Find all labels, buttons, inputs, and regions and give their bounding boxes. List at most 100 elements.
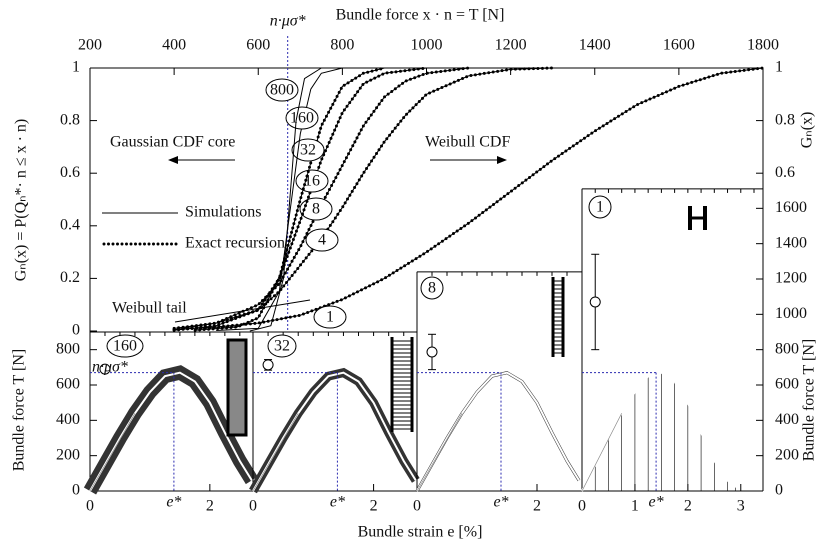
y2-tick-label: 0.8 bbox=[775, 111, 795, 128]
x-tick-label: 1 bbox=[631, 498, 639, 515]
annotation: Weibull tail bbox=[112, 300, 187, 317]
series-label-box bbox=[313, 305, 347, 329]
inset-start-line bbox=[89, 413, 136, 492]
top-tick-label: 200 bbox=[78, 37, 102, 54]
y2-axis-label: Bundle force T [N] bbox=[801, 339, 818, 461]
exact-recursion-line bbox=[172, 66, 765, 332]
error-marker bbox=[262, 359, 274, 371]
mean-curve bbox=[252, 371, 417, 492]
top-tick-label: 1400 bbox=[579, 37, 611, 54]
inset-band bbox=[415, 371, 581, 492]
annotation: Gaussian CDF core bbox=[110, 134, 235, 151]
series-label: 4 bbox=[318, 232, 326, 249]
y-tick-label: 1200 bbox=[775, 270, 807, 287]
arrow bbox=[174, 299, 311, 323]
series-label: 32 bbox=[300, 142, 316, 159]
arrow-head bbox=[497, 156, 507, 164]
series-label: 8 bbox=[312, 201, 320, 218]
y-tick-label: 0 bbox=[72, 482, 80, 499]
mu-label: n·μσ* bbox=[270, 13, 306, 30]
inset-start-line bbox=[252, 413, 299, 492]
top-axis-label: Bundle force x · n = T [N] bbox=[336, 7, 505, 24]
series-label-box bbox=[305, 228, 339, 252]
series-label: 1 bbox=[326, 309, 334, 326]
e-star-label: e* bbox=[649, 494, 664, 511]
error-marker bbox=[426, 346, 438, 358]
inset-label: 32 bbox=[274, 338, 290, 355]
exact-recursion-line bbox=[193, 66, 386, 332]
series-label-box bbox=[291, 138, 325, 162]
e-star-label: e* bbox=[330, 494, 345, 511]
x-tick-label: 2 bbox=[206, 498, 214, 515]
top-tick-label: 800 bbox=[330, 37, 354, 54]
y-tick-label: 800 bbox=[775, 340, 799, 357]
series-label: 800 bbox=[270, 82, 294, 99]
y-tick-label: 200 bbox=[56, 446, 80, 463]
arrow-head bbox=[168, 156, 178, 164]
x-tick-label: 0 bbox=[413, 498, 421, 515]
y-tick-label: 600 bbox=[775, 376, 799, 393]
y2-tick-label: 0.6 bbox=[775, 164, 795, 181]
mean-curve bbox=[89, 371, 253, 492]
y-tick-label: 1600 bbox=[775, 199, 807, 216]
y-tick-label: 0 bbox=[72, 322, 80, 339]
x-tick-label: 2 bbox=[684, 498, 692, 515]
inset-start-line bbox=[581, 413, 623, 492]
e-star-label: e* bbox=[493, 494, 508, 511]
y-axis-label: Gₙ(x) = P(Qₙ*· n ≤ x · n) bbox=[13, 119, 30, 282]
top-tick-label: 1000 bbox=[411, 37, 443, 54]
inset-label-box bbox=[588, 195, 612, 219]
x-tick-label: 0 bbox=[578, 498, 586, 515]
exact-recursion-line bbox=[172, 66, 555, 330]
mu-label: n·μσ* bbox=[92, 359, 128, 376]
y-tick-label: 600 bbox=[56, 376, 80, 393]
x-axis-label: Bundle strain e [%] bbox=[358, 524, 483, 541]
inset-label-box bbox=[267, 334, 297, 358]
legend-label: Simulations bbox=[185, 204, 261, 221]
e-star-label: e* bbox=[166, 494, 181, 511]
y2-tick-label: 1 bbox=[775, 59, 783, 76]
series-label-box bbox=[299, 197, 333, 221]
x-tick-label: 2 bbox=[370, 498, 378, 515]
mean-curve bbox=[416, 371, 580, 492]
error-marker bbox=[99, 363, 111, 375]
exact-recursion-line bbox=[172, 66, 428, 332]
y-tick-label: 400 bbox=[56, 411, 80, 428]
series-line bbox=[174, 67, 764, 331]
y-tick-label: 0.2 bbox=[60, 269, 80, 286]
series-line bbox=[249, 67, 322, 332]
mean-curve bbox=[581, 371, 737, 492]
y-tick-label: 400 bbox=[775, 411, 799, 428]
y-axis-label: Bundle force T [N] bbox=[11, 349, 28, 471]
y-tick-label: 1000 bbox=[775, 305, 807, 322]
series-label-box bbox=[265, 78, 299, 102]
inset-label: 160 bbox=[113, 338, 137, 355]
x-tick-label: 2 bbox=[533, 498, 541, 515]
x-tick-label: 0 bbox=[249, 498, 257, 515]
top-tick-label: 1800 bbox=[747, 37, 779, 54]
x-tick-label: 0 bbox=[86, 498, 94, 515]
top-tick-label: 400 bbox=[162, 37, 186, 54]
y-tick-label: 0 bbox=[775, 482, 783, 499]
inset-label: 8 bbox=[428, 280, 436, 297]
legend-label: Exact recursion bbox=[185, 235, 285, 252]
y-tick-label: 0.4 bbox=[60, 216, 80, 233]
x-tick-label: 3 bbox=[737, 498, 745, 515]
bundle-icon bbox=[226, 338, 248, 437]
series-line bbox=[216, 67, 343, 331]
y-tick-label: 200 bbox=[775, 446, 799, 463]
y-tick-label: 1 bbox=[72, 59, 80, 76]
y-tick-label: 0.8 bbox=[60, 111, 80, 128]
top-tick-label: 1600 bbox=[663, 37, 695, 54]
annotation: Weibull CDF bbox=[425, 134, 510, 151]
inset-label-box bbox=[106, 334, 144, 358]
exact-recursion-line bbox=[172, 66, 471, 332]
y-tick-label: 1400 bbox=[775, 234, 807, 251]
inset-label: 1 bbox=[596, 199, 604, 216]
y-tick-label: 0.6 bbox=[60, 164, 80, 181]
top-tick-label: 1200 bbox=[495, 37, 527, 54]
series-label: 160 bbox=[290, 110, 314, 127]
y-tick-label: 800 bbox=[56, 340, 80, 357]
